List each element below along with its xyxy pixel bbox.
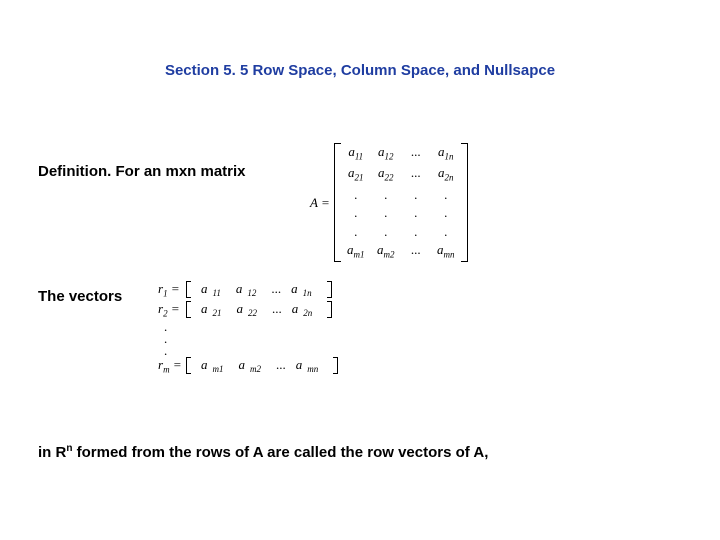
matrix-grid: a11a12...a1na21a22...a2n............am1a… bbox=[340, 143, 462, 262]
closing-post: formed from the rows of A are called the… bbox=[72, 444, 488, 461]
matrix-left-bracket bbox=[334, 143, 340, 262]
definition-label: Definition. For an mxn matrix bbox=[38, 163, 246, 180]
closing-pre: in R bbox=[38, 444, 66, 461]
matrix-right-bracket bbox=[462, 143, 468, 262]
matrix-A: A = a11a12...a1na21a22...a2n............… bbox=[310, 143, 468, 262]
row-vectors-block: r1 =a11a12...a1nr2 =a21a22...a2n...rm =a… bbox=[158, 281, 338, 377]
section-title: Section 5. 5 Row Space, Column Space, an… bbox=[0, 62, 720, 79]
slide: Section 5. 5 Row Space, Column Space, an… bbox=[0, 0, 720, 540]
matrix-lhs: A = bbox=[310, 195, 330, 211]
vectors-label: The vectors bbox=[38, 288, 122, 305]
closing-line: in Rn formed from the rows of A are call… bbox=[38, 443, 488, 461]
